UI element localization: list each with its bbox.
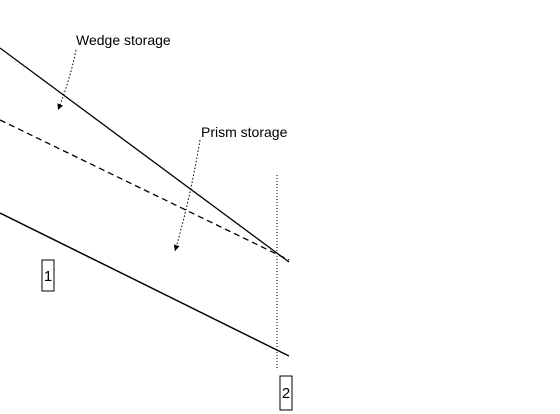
water-surface-line bbox=[0, 47, 290, 263]
section-2-label: 2 bbox=[282, 385, 290, 402]
channel-bed-line bbox=[0, 212, 290, 357]
prism-storage-arrow bbox=[173, 139, 201, 252]
prism-boundary-line bbox=[0, 119, 290, 261]
wedge-storage-label: Wedge storage bbox=[76, 32, 171, 48]
prism-storage-label: Prism storage bbox=[201, 124, 288, 140]
section-1-label: 1 bbox=[44, 268, 52, 285]
section-2-box: 2 bbox=[279, 375, 293, 411]
wedge-storage-arrow bbox=[57, 49, 77, 111]
section-1-box: 1 bbox=[41, 259, 55, 292]
